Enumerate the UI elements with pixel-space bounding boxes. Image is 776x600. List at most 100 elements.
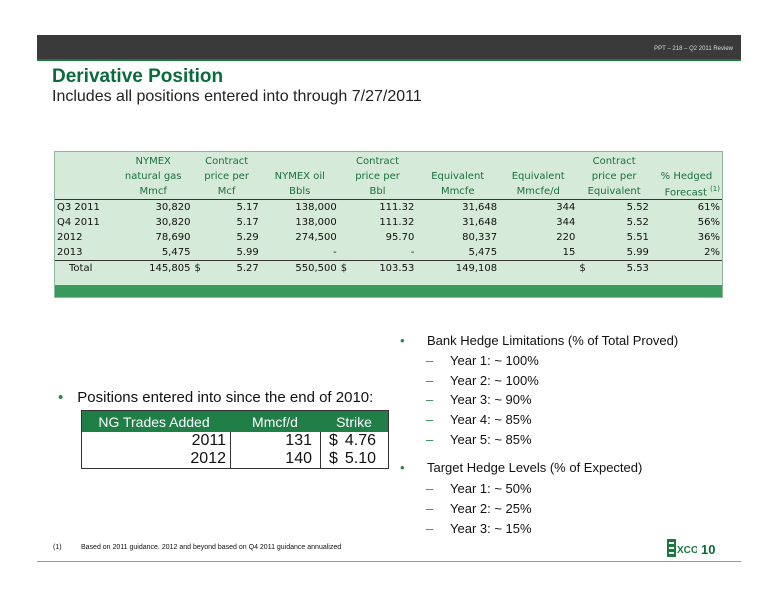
- sub-item-text: Year 2: ~ 25%: [450, 501, 532, 516]
- table-cell: 5.99: [236, 247, 259, 258]
- ng-trade-row: 2012 140 $5.10: [82, 450, 388, 468]
- header-divider: [37, 59, 741, 61]
- target-hedge-text: Target Hedge Levels (% of Expected): [427, 460, 643, 475]
- ng-trades-header: NG Trades Added Mmcf/d Strike: [82, 411, 388, 432]
- header-cell: [651, 154, 722, 169]
- header-cell: NYMEX oil: [274, 171, 325, 182]
- table-footer-bar: [55, 285, 722, 297]
- table-cell: 5.51: [626, 232, 649, 243]
- left-bullet-text: Positions entered into since the end of …: [77, 389, 374, 406]
- dollar-sign: $: [329, 432, 338, 449]
- total-equiv: 149,108: [416, 260, 500, 276]
- header-cell: [261, 154, 339, 169]
- dash-mark: –: [426, 392, 434, 407]
- dash-mark: –: [426, 501, 434, 516]
- table-cell: 2%: [704, 247, 720, 258]
- ng-header-cell: Mmcf/d: [252, 413, 298, 430]
- table-cell: 31,648: [462, 217, 498, 228]
- ng-strike: 4.76: [344, 432, 376, 449]
- table-cell: 344: [556, 202, 576, 213]
- header-cell: Mcf: [192, 184, 261, 200]
- table-header-row-3: Mmcf Mcf Bbls Bbl Mmcfe Mmcfe/d Equivale…: [55, 184, 722, 200]
- table-row: 2012 78,690 5.29 274,500 95.70 80,337 220 5.51 3…: [55, 230, 722, 245]
- left-bullet: • Positions entered into since the end of…: [58, 389, 373, 406]
- header-cell: Mmcfe/d: [499, 184, 578, 200]
- dollar-sign: $: [194, 263, 201, 274]
- header-cell: [416, 154, 499, 169]
- table-cell: 56%: [697, 217, 720, 228]
- sub-item-text: Year 2: ~ 100%: [450, 373, 539, 388]
- dollar-sign: $: [579, 263, 586, 274]
- header-cell: NYMEX: [135, 156, 171, 167]
- logo-text: XCO: [677, 545, 697, 556]
- dash-mark: –: [426, 521, 434, 536]
- derivative-table: NYMEX Contract Contract Contract natural…: [55, 154, 722, 276]
- table-header-row-2: natural gas price per NYMEX oil price pe…: [55, 169, 722, 184]
- ng-header-cell: NG Trades Added: [98, 413, 210, 430]
- header-cell: Mmcf: [113, 184, 193, 200]
- row-label: 2013: [57, 247, 83, 258]
- footer-divider: [37, 561, 741, 562]
- table-cell: 30,820: [155, 202, 191, 213]
- total-label: Total: [55, 260, 114, 276]
- dollar-sign: $: [340, 263, 348, 274]
- total-gas: 145,805: [113, 260, 193, 276]
- table-cell: 30,820: [155, 217, 191, 228]
- ng-mmcfd: 140: [230, 450, 320, 468]
- ng-trade-row: 2011 131 $4.76: [82, 432, 388, 450]
- total-equiv-price-cell: $5.53: [577, 260, 651, 276]
- sub-item-text: Year 4: ~ 85%: [450, 412, 532, 427]
- bullet-dot: •: [400, 333, 405, 348]
- ng-year: 2012: [190, 450, 226, 467]
- dash-mark: –: [426, 353, 434, 368]
- dollar-sign: $: [329, 450, 338, 467]
- total-gas-price: 5.27: [236, 263, 259, 274]
- header-cell: price per: [204, 171, 249, 182]
- table-cell: 344: [556, 217, 576, 228]
- row-label: 2012: [57, 232, 83, 243]
- header-cell: Contract: [592, 156, 636, 167]
- header-cell: Contract: [356, 156, 400, 167]
- exco-logo: XCO: [667, 539, 697, 557]
- page-title: Derivative Position: [52, 66, 224, 87]
- table-cell: 5.52: [626, 217, 649, 228]
- header-cell: natural gas: [124, 171, 182, 182]
- header-cell: [55, 184, 114, 200]
- header-cell: Equivalent: [511, 171, 565, 182]
- ng-strike-cell: $4.76: [320, 432, 388, 450]
- footnote-marker: (1): [710, 184, 720, 193]
- row-label: Q4 2011: [57, 217, 100, 228]
- total-oil-price: 103.53: [379, 263, 415, 274]
- table-cell: -: [410, 247, 415, 258]
- table-cell: 5.99: [626, 247, 649, 258]
- total-oil-price-cell: $103.53: [338, 260, 417, 276]
- dash-mark: –: [426, 373, 434, 388]
- total-equiv-price: 5.53: [626, 263, 649, 274]
- dash-mark: –: [426, 412, 434, 427]
- table-row: 2013 5,475 5.99 - - 5,475 15 5.99 2%: [55, 245, 722, 261]
- table-cell: 95.70: [385, 232, 415, 243]
- table-cell: 5.29: [236, 232, 259, 243]
- table-cell: 138,000: [295, 202, 337, 213]
- sub-item-text: Year 1: ~ 50%: [450, 481, 532, 496]
- header-cell: [55, 169, 114, 184]
- table-cell: 5.17: [236, 217, 259, 228]
- table-cell: 78,690: [155, 232, 191, 243]
- slide-reference: PPT – 218 – Q2 2011 Review: [654, 46, 733, 52]
- table-row: Q4 2011 30,820 5.17 138,000 111.32 31,648 344 5…: [55, 215, 722, 230]
- dash-mark: –: [426, 432, 434, 447]
- header-cell: Bbls: [260, 184, 339, 200]
- sub-item-text: Year 5: ~ 85%: [450, 432, 532, 447]
- header-cell: [499, 154, 577, 169]
- table-cell: 5.17: [236, 202, 259, 213]
- header-cell: [55, 154, 114, 169]
- total-oil: 550,500: [260, 260, 339, 276]
- table-header-row-1: NYMEX Contract Contract Contract: [55, 154, 722, 169]
- table-cell: 61%: [697, 202, 720, 213]
- sub-item-text: Year 3: ~ 15%: [450, 521, 532, 536]
- header-cell: Equivalent: [577, 184, 651, 200]
- table-cell: 36%: [697, 232, 720, 243]
- header-cell: Forecast (1): [650, 184, 722, 200]
- total-gas-price-cell: $5.27: [192, 260, 261, 276]
- ng-strike: 5.10: [344, 450, 376, 467]
